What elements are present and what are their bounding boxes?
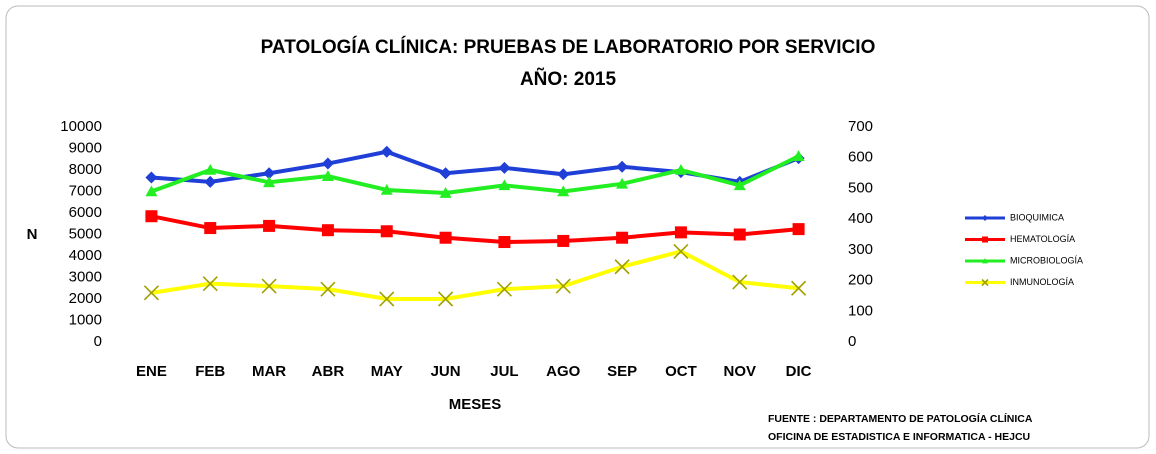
data-point — [498, 236, 511, 249]
y-tick-label: 7000 — [69, 182, 102, 199]
y2-tick-label: 500 — [848, 179, 873, 196]
data-point — [616, 160, 629, 173]
source-line: FUENTE : DEPARTAMENTO DE PATOLOGÍA CLÍNI… — [768, 412, 1033, 425]
chart-subtitle: AÑO: 2015 — [520, 68, 617, 90]
data-point — [674, 164, 687, 175]
data-point — [145, 171, 158, 184]
data-point — [204, 175, 217, 188]
source-line: OFICINA DE ESTADISTICA E INFORMATICA - H… — [768, 431, 1030, 443]
y-tick-label: 2000 — [69, 290, 102, 307]
data-point — [555, 278, 571, 294]
data-point — [438, 291, 454, 307]
y-axis-label: N — [27, 226, 38, 243]
x-tick-label: NOV — [723, 363, 756, 380]
y2-tick-label: 700 — [848, 118, 873, 135]
legend-label: BIOQUIMICA — [1010, 212, 1064, 222]
chart-title: PATOLOGÍA CLÍNICA: PRUEBAS DE LABORATORI… — [261, 36, 876, 58]
data-point — [792, 150, 805, 161]
data-point — [379, 291, 395, 307]
data-point — [614, 259, 630, 275]
legend-marker — [981, 278, 989, 287]
data-point — [616, 177, 629, 189]
y-tick-label: 0 — [94, 333, 102, 350]
y2-tick-label: 100 — [848, 302, 873, 319]
data-point — [733, 228, 746, 241]
y2-tick-label: 200 — [848, 272, 873, 289]
x-tick-label: ENE — [136, 363, 167, 380]
data-point — [263, 219, 276, 232]
data-point — [498, 179, 511, 191]
data-point — [380, 183, 393, 195]
legend-marker — [982, 215, 988, 221]
series-line — [150, 154, 800, 196]
data-point — [145, 185, 158, 197]
data-point — [321, 170, 334, 181]
data-point — [557, 234, 570, 247]
x-axis-label: MESES — [449, 396, 502, 413]
data-point — [380, 145, 393, 158]
x-tick-label: DIC — [786, 363, 812, 380]
y-tick-label: 10000 — [60, 118, 102, 135]
data-point — [380, 225, 393, 238]
x-tick-label: MAY — [371, 363, 403, 380]
data-point — [557, 168, 570, 181]
data-point — [321, 224, 334, 237]
y-tick-label: 8000 — [69, 161, 102, 178]
x-tick-label: JUL — [490, 363, 518, 380]
data-point — [498, 161, 511, 174]
data-point — [320, 281, 336, 297]
legend-label: MICROBIOLOGÍA — [1010, 255, 1083, 265]
data-point — [439, 231, 452, 244]
data-point — [263, 167, 276, 180]
data-point — [204, 164, 217, 175]
data-point — [439, 187, 452, 198]
y-tick-label: 9000 — [69, 139, 102, 156]
y-tick-label: 4000 — [69, 247, 102, 264]
data-point — [557, 185, 570, 197]
data-point — [616, 231, 629, 244]
data-point — [733, 179, 746, 191]
legend-marker — [982, 258, 988, 264]
y2-tick-label: 400 — [848, 210, 873, 227]
legend-label: HEMATOLOGÍA — [1010, 234, 1075, 244]
y2-tick-label: 300 — [848, 241, 873, 258]
x-tick-label: FEB — [195, 363, 225, 380]
data-point — [732, 274, 748, 290]
data-point — [792, 223, 805, 236]
chart-border — [5, 5, 1150, 449]
x-tick-label: ABR — [312, 363, 345, 380]
y-tick-label: 3000 — [69, 268, 102, 285]
data-point — [263, 176, 276, 188]
x-tick-label: MAR — [252, 363, 286, 380]
data-point — [673, 243, 689, 259]
x-tick-label: AGO — [546, 363, 581, 380]
data-point — [143, 285, 159, 301]
data-point — [496, 281, 512, 297]
legend-label: INMUNOLOGÍA — [1010, 277, 1074, 287]
y2-tick-label: 0 — [848, 333, 856, 350]
data-point — [204, 222, 217, 235]
x-tick-label: OCT — [665, 363, 697, 380]
data-point — [261, 278, 277, 294]
data-point — [202, 276, 218, 292]
data-point — [439, 167, 452, 180]
series-line — [151, 249, 799, 301]
data-point — [321, 157, 334, 170]
y2-tick-label: 600 — [848, 149, 873, 166]
data-point — [674, 226, 687, 239]
data-point — [791, 280, 807, 296]
data-point — [145, 210, 158, 223]
y-tick-label: 1000 — [69, 311, 102, 328]
legend-marker — [982, 236, 988, 243]
series-line — [151, 214, 799, 245]
y-tick-label: 5000 — [69, 225, 102, 242]
y-tick-label: 6000 — [69, 204, 102, 221]
x-tick-label: SEP — [607, 363, 637, 380]
x-tick-label: JUN — [431, 363, 461, 380]
